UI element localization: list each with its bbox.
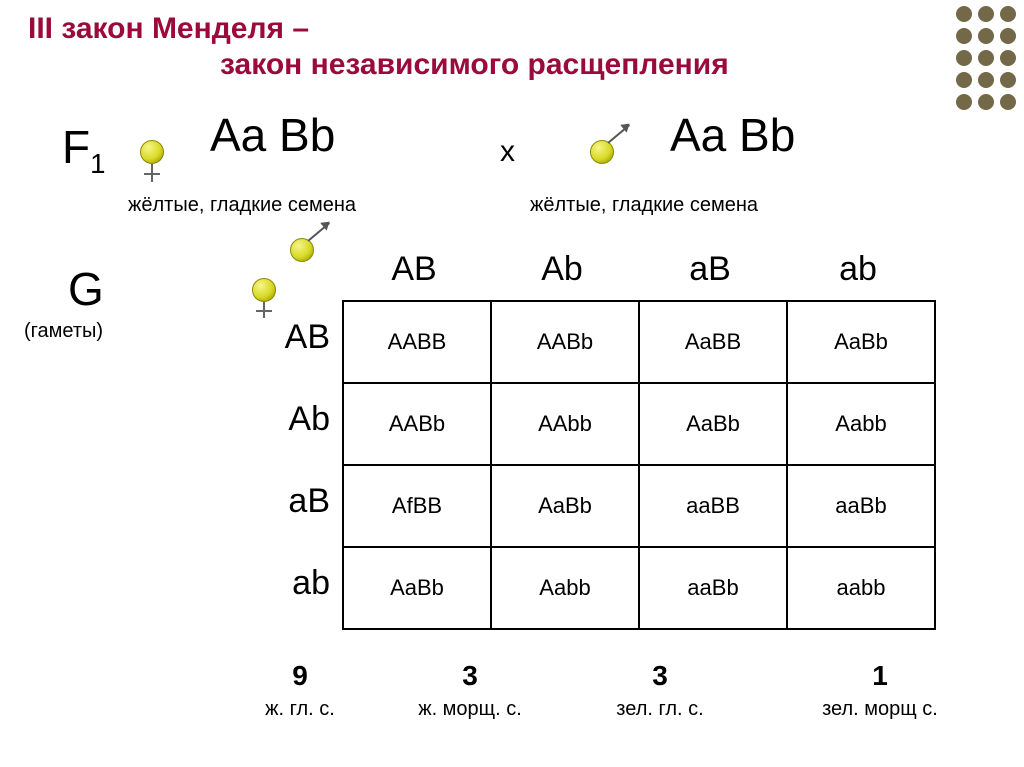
- f1-letter: F: [62, 121, 90, 173]
- punnett-cell: aaBb: [787, 465, 935, 547]
- ratio-num-1: 3: [430, 660, 510, 692]
- decorative-dot: [978, 94, 994, 110]
- decorative-dot: [978, 6, 994, 22]
- f1-label: F1: [62, 120, 105, 180]
- pea-female-left: [140, 140, 164, 164]
- ratio-num-2: 3: [620, 660, 700, 692]
- decorative-dot-grid: [956, 6, 1016, 110]
- ratio-num-0: 9: [260, 660, 340, 692]
- gametes-note: (гаметы): [24, 320, 103, 343]
- decorative-dot: [956, 28, 972, 44]
- decorative-dot: [956, 50, 972, 66]
- ratio-label-0: ж. гл. с.: [230, 698, 370, 721]
- genotype-left: Aa Bb: [210, 108, 335, 162]
- ratio-num-3: 1: [840, 660, 920, 692]
- table-row: AaBb Aabb aaBb aabb: [343, 547, 935, 629]
- punnett-cell: Aabb: [787, 383, 935, 465]
- title-line2: закон независимого расщепления: [220, 48, 729, 82]
- pea-female-bottom: [252, 278, 276, 302]
- punnett-cell: AaBb: [343, 547, 491, 629]
- male-arrow-top: [307, 222, 330, 242]
- decorative-dot: [978, 50, 994, 66]
- ratio-label-2: зел. гл. с.: [590, 698, 730, 721]
- cross-symbol: x: [500, 135, 515, 169]
- punnett-cell: AaBb: [491, 465, 639, 547]
- genotype-right: Aa Bb: [670, 108, 795, 162]
- title-line1: III закон Менделя –: [28, 12, 309, 46]
- punnett-cell: AaBb: [787, 301, 935, 383]
- punnett-square: AABB AABb AaBB AaBb AABb AAbb AaBb Aabb …: [342, 300, 936, 630]
- punnett-cell: aaBB: [639, 465, 787, 547]
- col-head-0: AB: [354, 250, 474, 289]
- decorative-dot: [1000, 6, 1016, 22]
- female-cross-left: [144, 173, 160, 175]
- ratio-label-3: зел. морщ с.: [810, 698, 950, 721]
- punnett-cell: AABb: [491, 301, 639, 383]
- col-head-1: Ab: [502, 250, 622, 289]
- row-head-1: Ab: [250, 400, 330, 439]
- punnett-cell: aabb: [787, 547, 935, 629]
- decorative-dot: [1000, 72, 1016, 88]
- pea-male-top: [290, 238, 314, 262]
- decorative-dot: [1000, 94, 1016, 110]
- decorative-dot: [956, 6, 972, 22]
- caption-left: жёлтые, гладкие семена: [128, 194, 356, 217]
- punnett-cell: AAbb: [491, 383, 639, 465]
- table-row: AABB AABb AaBB AaBb: [343, 301, 935, 383]
- punnett-cell: AaBb: [639, 383, 787, 465]
- decorative-dot: [956, 72, 972, 88]
- punnett-cell: aaBb: [639, 547, 787, 629]
- punnett-cell: AfBB: [343, 465, 491, 547]
- col-head-3: ab: [798, 250, 918, 289]
- male-arrow-right: [607, 124, 630, 144]
- ratio-label-1: ж. морщ. с.: [400, 698, 540, 721]
- row-head-2: aB: [250, 482, 330, 521]
- punnett-cell: Aabb: [491, 547, 639, 629]
- decorative-dot: [978, 72, 994, 88]
- table-row: AABb AAbb AaBb Aabb: [343, 383, 935, 465]
- decorative-dot: [978, 28, 994, 44]
- punnett-cell: AABB: [343, 301, 491, 383]
- punnett-cell: AaBB: [639, 301, 787, 383]
- decorative-dot: [956, 94, 972, 110]
- decorative-dot: [1000, 28, 1016, 44]
- table-row: AfBB AaBb aaBB aaBb: [343, 465, 935, 547]
- punnett-cell: AABb: [343, 383, 491, 465]
- row-head-0: AB: [250, 318, 330, 357]
- f1-sub: 1: [90, 148, 105, 179]
- col-head-2: aB: [650, 250, 770, 289]
- pea-male-right: [590, 140, 614, 164]
- decorative-dot: [1000, 50, 1016, 66]
- row-head-3: ab: [250, 564, 330, 603]
- female-cross-bottom: [256, 310, 272, 312]
- g-label: G: [68, 262, 104, 316]
- caption-right: жёлтые, гладкие семена: [530, 194, 758, 217]
